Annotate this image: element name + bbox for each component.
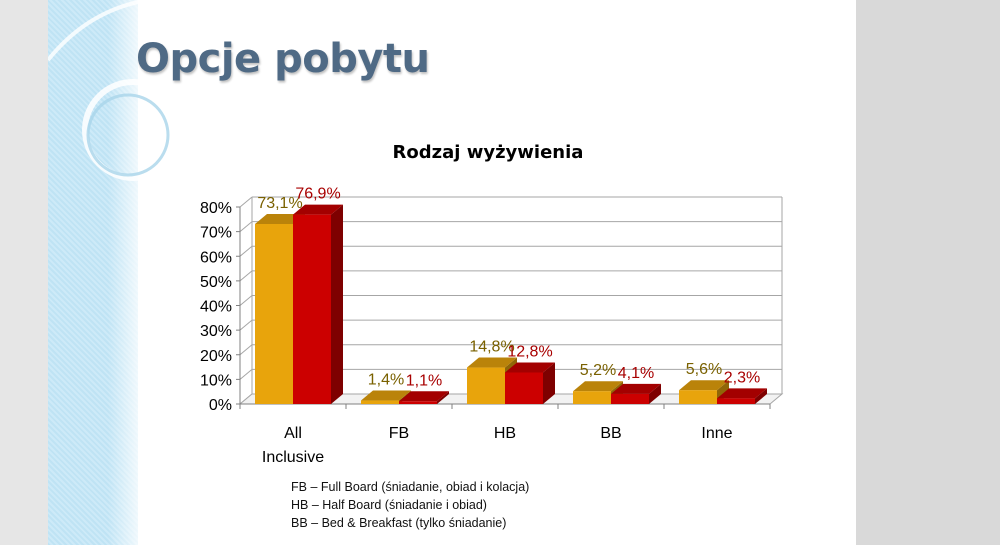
gridline-side (239, 319, 253, 331)
data-label: 76,9% (295, 186, 340, 203)
data-label: 2,3% (724, 369, 760, 386)
bar-top (467, 357, 517, 368)
bar-front (255, 223, 293, 404)
gridline-side (239, 221, 253, 233)
footnote-bb: BB – Bed & Breakfast (tylko śniadanie) (291, 516, 507, 530)
y-tick-label: 0% (209, 397, 232, 414)
gridline-side (239, 295, 253, 306)
footnotes: FB – Full Board (śniadanie, obiad i kola… (291, 478, 529, 532)
right-window-band (856, 0, 1000, 545)
bar-top (293, 204, 343, 215)
bar-top (361, 390, 411, 401)
y-tick-label: 30% (200, 323, 232, 340)
x-tick-label: Inne (701, 425, 732, 442)
bar-top (255, 213, 305, 224)
chart-title: Rodzaj wyżywienia (393, 142, 584, 163)
bar-2-1 (505, 362, 555, 404)
bar-top (717, 388, 767, 399)
data-label: 14,8% (469, 339, 514, 356)
data-label: 1,4% (368, 372, 404, 389)
bar-side (543, 362, 555, 404)
footnote-fb: FB – Full Board (śniadanie, obiad i kola… (291, 480, 530, 494)
y-tick-label: 10% (200, 372, 232, 389)
bar-3-1 (611, 383, 661, 404)
bar-side (331, 204, 343, 404)
left-window-band (0, 0, 48, 545)
footnote-hb: HB – Half Board (śniadanie i obiad) (291, 498, 487, 512)
bar-front (717, 398, 755, 404)
gridline-side (239, 344, 253, 356)
bar-top (611, 383, 661, 394)
bar-front (361, 400, 399, 404)
bar-top (399, 391, 449, 402)
x-tick-label: HB (494, 425, 516, 442)
bar-top (505, 362, 555, 373)
y-tick-label: 20% (200, 348, 232, 365)
x-tick-label: FB (389, 425, 409, 442)
y-tick-label: 80% (200, 200, 232, 217)
data-label: 1,1% (406, 372, 442, 389)
bar-front (679, 390, 717, 404)
y-tick-label: 50% (200, 274, 232, 291)
bar-side (755, 388, 767, 404)
data-label: 73,1% (257, 195, 302, 212)
bar-top (679, 380, 729, 391)
gridline-side (239, 196, 253, 208)
data-label: 5,2% (580, 362, 616, 379)
y-tick-label: 70% (200, 225, 232, 242)
data-label: 4,1% (618, 365, 654, 382)
gridline-side (239, 245, 253, 257)
slide-title: Opcje pobytu (136, 36, 430, 82)
bar-4-1 (717, 388, 767, 404)
bar-front (573, 391, 611, 404)
bar-front (611, 393, 649, 404)
data-label: 5,6% (686, 361, 722, 378)
y-tick-label: 60% (200, 249, 232, 266)
bar-front (467, 367, 505, 404)
gridline-side (239, 368, 253, 380)
bar-0-1 (293, 204, 343, 404)
bar-front (399, 401, 437, 404)
bar-side (437, 391, 449, 404)
bar-4-0 (679, 380, 729, 404)
bar-top (573, 381, 623, 392)
x-tick-label: BB (600, 425, 621, 442)
slide-decoration-circles (48, 0, 184, 181)
bar-side (649, 383, 661, 404)
bar-front (293, 214, 331, 404)
bar-front (505, 372, 543, 404)
x-tick-label: All Inclusive (262, 425, 324, 466)
bar-1-1 (399, 391, 449, 404)
y-tick-label: 40% (200, 299, 232, 316)
data-label: 12,8% (507, 343, 552, 360)
slide (48, 0, 856, 545)
slide-decoration-fade (108, 0, 148, 545)
gridline-side (239, 270, 253, 282)
